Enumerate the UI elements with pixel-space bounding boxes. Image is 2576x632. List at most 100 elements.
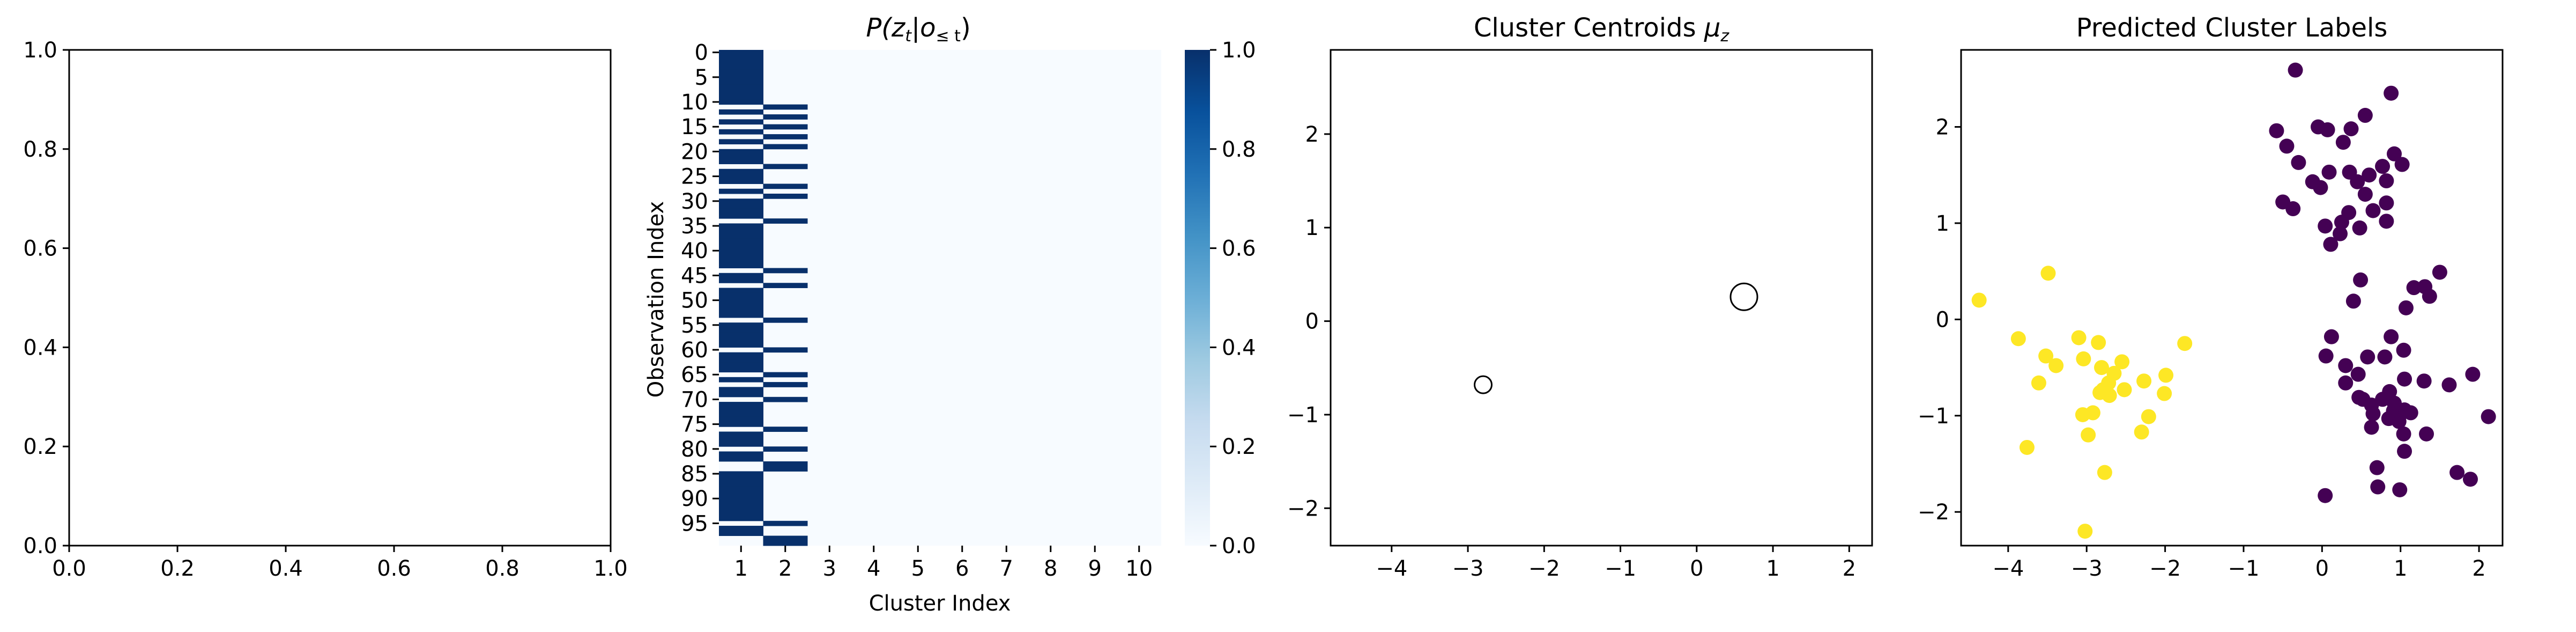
cluster-0-point	[2379, 214, 2394, 229]
heatmap-cell	[719, 422, 763, 427]
heatmap-cell	[719, 99, 763, 105]
centroids-ticks: −4 −3 −2 −1 0 1 2 −2 −1 0 1 2	[1287, 122, 1856, 581]
heatmap-y-tick-label: 50	[681, 289, 708, 313]
heatmap-xlabel: Cluster Index	[869, 591, 1011, 616]
cluster-0-point	[2333, 226, 2348, 241]
heatmap-cell	[763, 372, 808, 378]
colorbar-tick-label: 0.4	[1222, 335, 1256, 360]
cluster-0-point	[2279, 138, 2295, 154]
empty-axes-y-tick-label: 0.8	[23, 137, 57, 162]
centroids-title-mu: μ	[1704, 13, 1721, 43]
cluster-0-point	[2441, 377, 2457, 393]
heatmap-y-tick-label: 25	[681, 165, 708, 189]
heatmap-cell	[763, 466, 808, 472]
cluster-0-point	[2321, 164, 2337, 180]
heatmap-cell	[719, 456, 763, 462]
cluster-1-point	[2091, 335, 2106, 350]
heatmap-cell	[763, 183, 808, 189]
cluster-0-point	[2379, 173, 2394, 189]
heatmap-y-tick-label: 40	[681, 239, 708, 263]
cluster-0-point	[2351, 390, 2367, 405]
centroids-axes-frame	[1330, 49, 1873, 547]
predicted-labels-panel: Predicted Cluster Labels −4 −3 −2 −1 0 1 2 −2 −1…	[1918, 13, 2504, 581]
heatmap-cell	[719, 342, 763, 348]
heatmap-cell	[719, 451, 763, 457]
cluster-0-point	[2318, 348, 2334, 364]
heatmap-y-tick-label: 95	[681, 511, 708, 536]
centroid-marker	[1729, 282, 1758, 311]
heatmap-cell	[719, 352, 763, 358]
empty-axes-panel: 0.0 0.2 0.4 0.6 0.8 1.0 0.0 0.2 0.4 0.6 0.8 1.0	[23, 38, 627, 581]
cluster-1-point	[2117, 382, 2132, 398]
heatmap-cell	[719, 436, 763, 442]
heatmap-cell	[763, 193, 808, 199]
empty-axes-frame	[68, 49, 612, 547]
heatmap-cell	[719, 441, 763, 447]
heatmap-title-bar: |	[911, 13, 920, 43]
heatmap-title-close: )	[961, 13, 971, 43]
heatmap-x-tick-label: 8	[1044, 556, 1057, 581]
heatmap-y-tick-label: 15	[681, 115, 708, 139]
heatmap-cell	[719, 238, 763, 244]
heatmap-cell	[719, 491, 763, 497]
cluster-0-point	[2357, 187, 2373, 202]
heatmap-title-o: o	[920, 13, 936, 43]
centroids-y-tick-label: −1	[1287, 403, 1319, 428]
cluster-0-point	[2375, 159, 2391, 174]
heatmap-cell	[763, 134, 808, 139]
cluster-0-point	[2369, 460, 2385, 475]
cluster-0-point	[2396, 426, 2411, 442]
heatmap-cell	[719, 411, 763, 417]
heatmap-cell	[719, 233, 763, 239]
heatmap-y-tick-label: 55	[681, 313, 708, 338]
predicted-x-tick-label: −2	[2149, 556, 2181, 581]
cluster-0-point	[2285, 201, 2301, 217]
cluster-1-point	[2085, 405, 2100, 421]
heatmap-cell	[719, 248, 763, 254]
centroids-title-text: Cluster Centroids	[1474, 13, 1704, 43]
heatmap-cell	[763, 461, 808, 467]
cluster-0-point	[2370, 479, 2386, 495]
heatmap-cell	[719, 288, 763, 293]
centroids-y-tick-label: 0	[1305, 310, 1319, 334]
cluster-1-point	[2095, 382, 2111, 398]
heatmap-y-tick-label: 20	[681, 139, 708, 164]
cluster-0-point	[2323, 329, 2339, 344]
predicted-y-tick-label: −2	[1918, 500, 1949, 525]
heatmap-y-tick-label: 80	[681, 437, 708, 462]
heatmap-cell	[719, 139, 763, 145]
empty-axes-y-tick-label: 0.4	[23, 335, 57, 360]
cluster-0-point	[2365, 203, 2381, 218]
heatmap-cell	[719, 79, 763, 85]
colorbar-tick-label: 0.6	[1222, 237, 1256, 261]
heatmap-x-tick-label: 6	[955, 556, 969, 581]
cluster-0-point	[2343, 121, 2359, 137]
empty-axes-y-tick-label: 0.6	[23, 237, 57, 261]
posterior-heatmap-panel: P(zt|o≤ t) 1 2 3 4 5 6 7 8 9 10051015202530354045…	[644, 13, 1256, 616]
heatmap-cell	[719, 223, 763, 229]
cluster-0-point	[2397, 444, 2412, 459]
heatmap-ylabel: Observation Index	[644, 201, 669, 398]
cluster-0-point	[2397, 371, 2412, 387]
heatmap-cells	[719, 50, 1161, 546]
heatmap-cell	[719, 292, 763, 298]
heatmap-cell	[763, 317, 808, 323]
heatmap-cell	[763, 164, 808, 170]
cluster-0-point	[2335, 135, 2351, 150]
colorbar-gradient	[1185, 50, 1210, 546]
empty-axes-ticks: 0.0 0.2 0.4 0.6 0.8 1.0 0.0 0.2 0.4 0.6 0.8 1.0	[23, 38, 627, 581]
cluster-0-point	[2384, 85, 2399, 101]
centroids-x-tick-label: 2	[1843, 556, 1856, 581]
centroid-markers	[1474, 282, 1758, 394]
heatmap-title: P(zt|o≤ t)	[866, 13, 970, 46]
heatmap-cell	[719, 337, 763, 343]
cluster-0-point	[2323, 237, 2339, 252]
heatmap-cell	[719, 159, 763, 165]
cluster-1-point	[1971, 292, 1987, 308]
empty-axes-x-tick-label: 0.6	[377, 556, 411, 581]
heatmap-cell	[763, 144, 808, 150]
heatmap-cell	[719, 109, 763, 115]
cluster-1-point	[2071, 330, 2087, 346]
heatmap-cell	[719, 312, 763, 318]
predicted-y-tick-label: 1	[1936, 211, 1949, 236]
